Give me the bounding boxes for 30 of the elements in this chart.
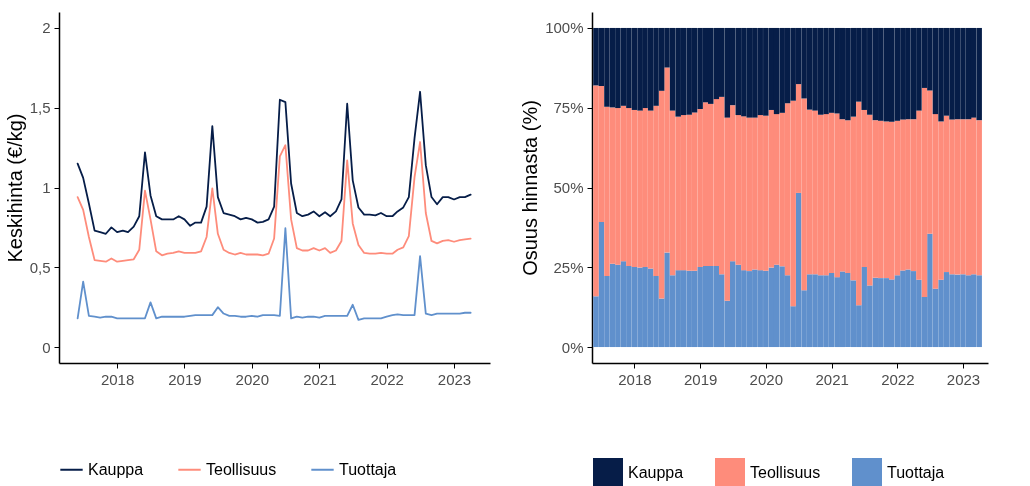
legend-label: Teollisuus <box>206 460 277 478</box>
x-tick-label: 2023 <box>437 370 472 388</box>
y-tick-label: 2 <box>42 19 51 37</box>
x-tick-label: 2021 <box>815 370 849 388</box>
y-axis-title: Keskihinta (€/kg) <box>3 113 26 263</box>
y-tick-label: 0,5 <box>29 258 51 276</box>
x-tick-label: 2018 <box>100 370 135 388</box>
legend-label: Kauppa <box>88 460 144 478</box>
x-tick-label: 2023 <box>946 370 981 388</box>
y-tick-label: 75% <box>553 99 584 117</box>
x-tick-label: 2022 <box>881 370 915 388</box>
y-tick-label: 1,5 <box>29 99 51 117</box>
y-tick-label: 0% <box>561 338 584 356</box>
x-tick-label: 2019 <box>683 370 718 388</box>
legend-label: Kauppa <box>628 464 684 481</box>
x-tick-label: 2022 <box>370 370 404 388</box>
y-axis-title: Osuus hinnasta (%) <box>519 100 542 276</box>
x-tick-label: 2021 <box>303 370 337 388</box>
y-tick-label: 100% <box>545 19 584 37</box>
legend-label: Tuottaja <box>339 460 397 478</box>
x-tick-label: 2019 <box>168 370 202 388</box>
y-tick-label: 1 <box>42 179 51 196</box>
x-tick-label: 2020 <box>749 370 783 388</box>
legend-label: Tuottaja <box>887 464 945 481</box>
y-tick-label: 25% <box>553 258 584 276</box>
y-tick-label: 0 <box>42 338 51 356</box>
legend-label: Teollisuus <box>750 464 821 481</box>
x-tick-label: 2020 <box>235 370 269 388</box>
y-tick-label: 50% <box>553 179 584 196</box>
x-tick-label: 2018 <box>618 370 652 388</box>
